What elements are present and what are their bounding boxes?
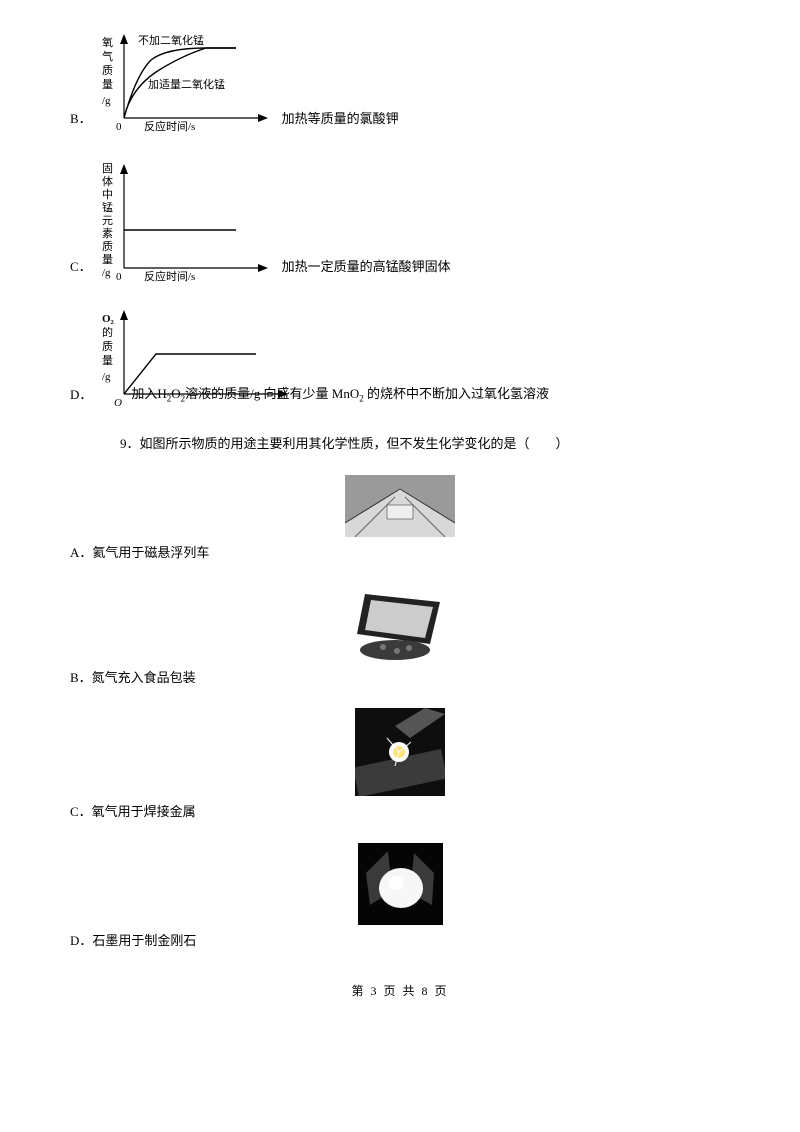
chart-d-xorigin: O [114,397,122,409]
q9-option-a: A．氦气用于磁悬浮列车 [70,475,730,564]
chart-d-caption-suffix: 的烧杯中不断加入过氧化氢溶液 [364,386,549,401]
option-b-letter: B． [70,109,92,140]
chart-b-caption: 加热等质量的氯酸钾 [282,109,399,140]
chart-c-ylabel-5: 素 [102,227,113,240]
chart-d-xlabel-caption-wrap: 加入H2O2溶液的质量/g 向盛有少量 MnO2 的烧杯中不断加入过氧化氢溶液 [131,384,549,416]
chart-c-ylabel-7: 量 [102,253,113,266]
chart-d-ylabel-1: 质 [102,340,113,353]
chart-c-ylabel-3: 锰 [102,200,113,214]
chart-b-curve1-label: 不加二氧化锰 [138,33,204,47]
chart-d-ylabel-top: O₂ [102,313,115,325]
option-b-row: B． 氧 气 质 量 /g 不加二氧化锰 加适量二氧化锰 0 反应时间/s [70,30,730,140]
q9-a-text: 氦气用于磁悬浮列车 [92,545,209,560]
q9-option-c: C．氧气用于焊接金属 [70,708,730,823]
option-d-letter: D． [70,385,92,416]
q9-c-letter: C． [70,804,92,819]
q9-b-letter: B． [70,670,92,685]
q9-a-letter: A． [70,545,92,560]
q9-option-b: B．氮气充入食品包装 [70,584,730,689]
chart-b-ylabel-0: 氧 [102,35,113,49]
chart-c-ylabel-6: 质 [102,240,113,253]
q9-d-image [358,843,443,925]
chart-c-ylabel-2: 中 [102,188,113,201]
q9-a-image [345,475,455,537]
chart-c-caption: 加热一定质量的高锰酸钾固体 [282,257,451,288]
chart-c-ylabel-4: 元 [102,215,113,227]
chart-c-svg: 固 体 中 锰 元 素 质 量 /g 0 反应时间/s [96,158,276,288]
chart-c-yunit: /g [102,267,111,279]
chart-c-xorigin: 0 [116,271,122,283]
chart-c-ylabel-0: 固 [102,162,113,175]
chart-d-ylabel-2: 量 [102,354,113,367]
chart-b-curve2-label: 加适量二氧化锰 [148,77,225,91]
q9-c-text: 氧气用于焊接金属 [92,804,196,819]
chart-b-ylabel-3: 量 [102,78,113,91]
q9-d-text: 石墨用于制金刚石 [92,933,196,948]
chart-d-xlabel-suffix: 溶液的质量/g [185,386,260,401]
option-c-row: C． 固 体 中 锰 元 素 质 量 /g 0 反应时间/s 加热一定质量的高 [70,158,730,288]
chart-b: 氧 气 质 量 /g 不加二氧化锰 加适量二氧化锰 0 反应时间/s [96,30,276,140]
chart-b-svg: 氧 气 质 量 /g 不加二氧化锰 加适量二氧化锰 0 反应时间/s [96,30,276,140]
page-footer: 第 3 页 共 8 页 [70,982,730,1001]
chart-d-xlabel-mid: O [171,386,180,401]
q9-b-text: 氮气充入食品包装 [92,670,196,685]
chart-d-ylabel-0: 的 [102,325,113,339]
chart-b-yunit: /g [102,95,111,107]
chart-d-xlabel-prefix: 加入H [131,386,166,401]
chart-c: 固 体 中 锰 元 素 质 量 /g 0 反应时间/s [96,158,276,288]
q9-c-image [355,708,445,796]
q9-b-image [345,584,455,662]
chart-b-xorigin: 0 [116,121,122,133]
chart-c-ylabel-1: 体 [102,174,113,188]
option-c-letter: C． [70,257,92,288]
chart-d-yunit: /g [102,371,111,383]
chart-d-caption-prefix: 向盛有少量 MnO [264,386,360,401]
chart-b-xlabel: 反应时间/s [144,119,195,133]
chart-c-xlabel: 反应时间/s [144,269,195,283]
q9-d-letter: D． [70,933,92,948]
option-d-row: D． O₂ 的 质 量 /g O 加入H2O2溶液的质量/g 向盛有少量 MnO… [70,306,730,416]
question-9-text: 9．如图所示物质的用途主要利用其化学性质，但不发生化学变化的是（ ） [120,434,730,455]
chart-b-ylabel-2: 质 [102,64,113,77]
chart-b-ylabel-1: 气 [102,49,113,63]
q9-option-d: D．石墨用于制金刚石 [70,843,730,952]
